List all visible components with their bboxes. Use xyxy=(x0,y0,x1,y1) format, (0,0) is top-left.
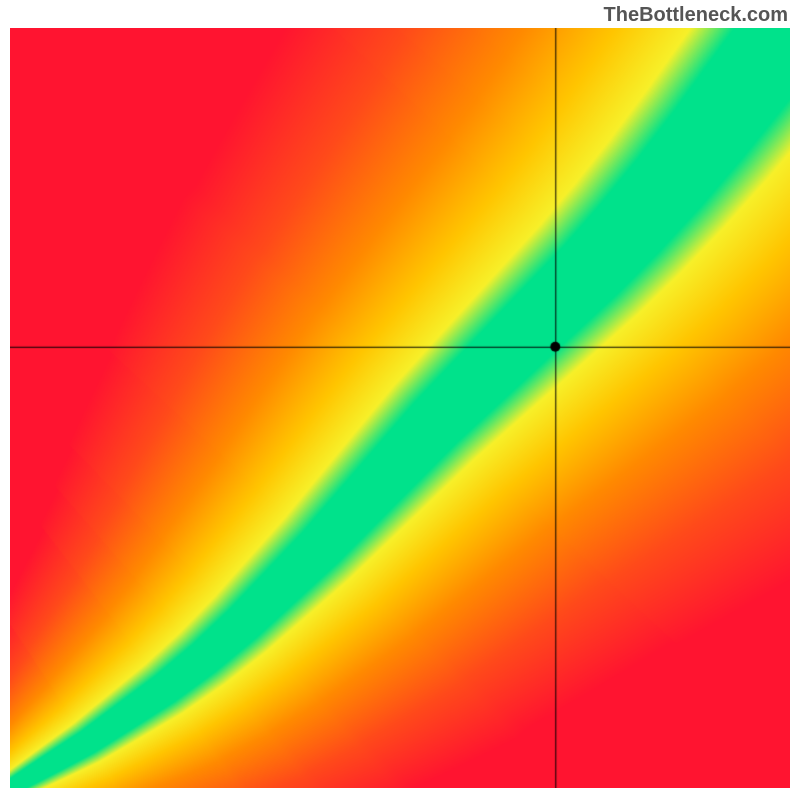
chart-container: TheBottleneck.com xyxy=(0,0,800,800)
chart-area xyxy=(10,28,790,788)
watermark-text: TheBottleneck.com xyxy=(604,4,788,27)
heatmap-canvas xyxy=(10,28,790,788)
